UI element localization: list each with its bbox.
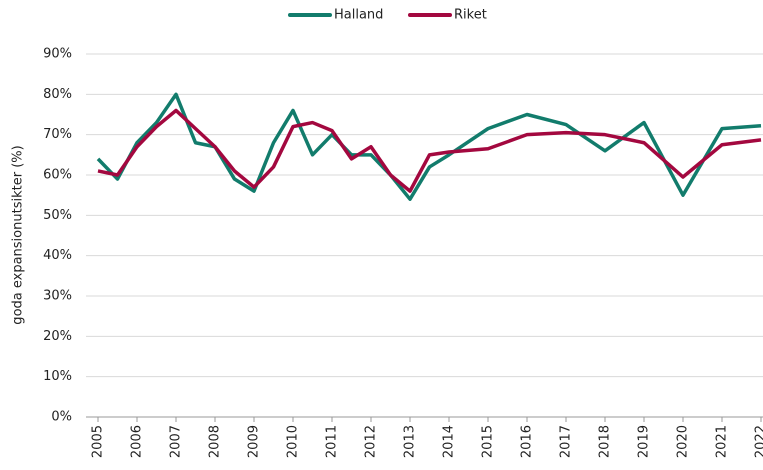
x-tick-label: 2006	[130, 425, 145, 458]
x-tick-label: 2007	[169, 425, 184, 458]
legend-label: Halland	[334, 8, 383, 23]
y-tick-label: 20%	[43, 329, 72, 344]
legend-label: Riket	[454, 8, 487, 23]
x-tick-label: 2009	[247, 425, 262, 458]
x-tick-label: 2020	[676, 425, 691, 458]
y-tick-label: 0%	[51, 410, 72, 425]
x-tick-label: 2019	[637, 425, 652, 458]
y-tick-label: 30%	[43, 289, 72, 304]
line-series	[97, 108, 762, 193]
x-tick-label: 2017	[559, 425, 574, 458]
x-tick-label: 2016	[520, 425, 535, 458]
x-tick-label: 2011	[325, 425, 340, 458]
x-tick-label: 2008	[208, 425, 223, 458]
x-tick-label: 2014	[442, 425, 457, 458]
x-tick-label: 2018	[598, 425, 613, 458]
y-tick-label: 80%	[43, 87, 72, 102]
y-tick-label: 10%	[43, 369, 72, 384]
y-tick-label: 60%	[43, 168, 72, 183]
x-tick-label: 2010	[286, 425, 301, 458]
x-tick-label: 2012	[364, 425, 379, 458]
x-tick-label: 2021	[715, 425, 730, 458]
x-tick-label: 2022	[754, 425, 763, 458]
x-tick-label: 2005	[91, 425, 106, 458]
y-tick-label: 40%	[43, 248, 72, 263]
line-series	[96, 92, 762, 201]
x-tick-label: 2015	[481, 425, 496, 458]
x-tick-label: 2013	[403, 425, 418, 458]
y-tick-label: 70%	[43, 127, 72, 142]
y-tick-label: 90%	[43, 47, 72, 62]
y-axis-label: goda expansionutsikter (%)	[11, 145, 26, 324]
y-tick-label: 50%	[43, 208, 72, 223]
